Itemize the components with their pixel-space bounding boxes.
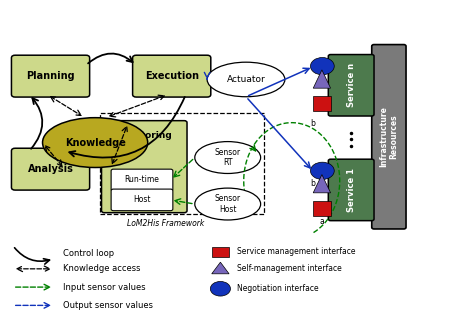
Text: Sensor
RT: Sensor RT xyxy=(214,148,240,167)
FancyBboxPatch shape xyxy=(111,189,173,211)
Bar xyxy=(313,96,330,111)
Polygon shape xyxy=(211,262,229,274)
Text: Service n: Service n xyxy=(346,63,355,107)
Circle shape xyxy=(310,162,334,180)
FancyBboxPatch shape xyxy=(328,159,373,221)
FancyBboxPatch shape xyxy=(371,45,405,229)
Text: Output sensor values: Output sensor values xyxy=(63,301,153,310)
Bar xyxy=(100,113,264,214)
Text: Infrastructure
Resources: Infrastructure Resources xyxy=(378,106,397,167)
Text: Service management interface: Service management interface xyxy=(236,247,355,256)
Text: b: b xyxy=(309,119,314,128)
Text: Service 1: Service 1 xyxy=(346,168,355,212)
Ellipse shape xyxy=(42,118,147,168)
FancyBboxPatch shape xyxy=(111,169,173,191)
Text: Run-time: Run-time xyxy=(124,176,159,185)
Text: Negotiation interface: Negotiation interface xyxy=(236,284,318,293)
Text: Monitoring: Monitoring xyxy=(116,131,172,140)
Text: Knowledge: Knowledge xyxy=(65,138,125,148)
FancyBboxPatch shape xyxy=(132,55,210,97)
Circle shape xyxy=(210,281,230,296)
Text: Input sensor values: Input sensor values xyxy=(63,283,146,291)
Ellipse shape xyxy=(194,142,260,174)
Text: Actuator: Actuator xyxy=(226,75,265,84)
Text: Knowledge access: Knowledge access xyxy=(63,264,140,273)
Text: Analysis: Analysis xyxy=(28,164,73,174)
Polygon shape xyxy=(313,175,330,193)
Text: Planning: Planning xyxy=(26,71,75,81)
Bar xyxy=(313,201,330,216)
Ellipse shape xyxy=(194,188,260,220)
Text: Control loop: Control loop xyxy=(63,249,114,258)
Text: Host: Host xyxy=(133,195,151,204)
Polygon shape xyxy=(313,70,330,88)
Text: Self-management interface: Self-management interface xyxy=(236,264,341,273)
FancyBboxPatch shape xyxy=(101,121,187,213)
FancyBboxPatch shape xyxy=(328,55,373,116)
Circle shape xyxy=(310,58,334,75)
Text: b: b xyxy=(309,179,314,188)
Text: Sensor
Host: Sensor Host xyxy=(214,194,240,214)
FancyBboxPatch shape xyxy=(11,148,90,190)
Text: a: a xyxy=(319,217,323,226)
Text: LoM2His Framework: LoM2His Framework xyxy=(127,219,204,228)
Ellipse shape xyxy=(207,62,284,97)
Bar xyxy=(211,247,229,257)
Text: Execution: Execution xyxy=(145,71,198,81)
FancyBboxPatch shape xyxy=(11,55,90,97)
